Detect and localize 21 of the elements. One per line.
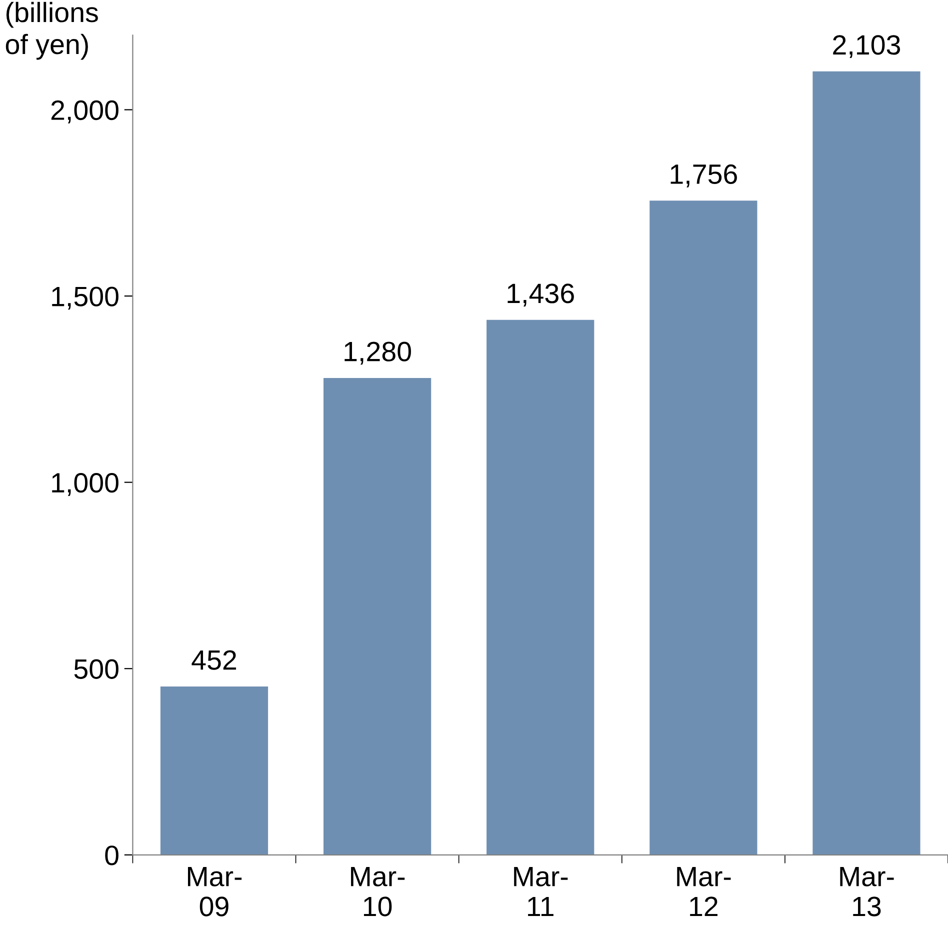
bar: [323, 378, 432, 855]
y-axis-title: (billions of yen): [6, 2, 98, 60]
data-label: 1,756: [670, 164, 737, 188]
y-tick-label: 2,000: [51, 100, 118, 124]
x-tick-label: Mar- 11: [514, 867, 568, 916]
bar: [486, 320, 594, 855]
x-tick-label: Mar- 09: [188, 867, 242, 916]
x-tick-label: Mar- 10: [351, 867, 405, 916]
y-tick-label: 1,500: [52, 286, 118, 310]
data-label: 1,436: [508, 284, 574, 307]
bar: [812, 71, 920, 855]
y-tick-label: 0: [105, 846, 118, 866]
x-tick-label: Mar- 12: [677, 867, 731, 916]
bar: [160, 686, 268, 855]
data-label: 1,280: [344, 342, 411, 365]
y-tick-label: 1,000: [52, 472, 118, 496]
y-tick-label: 500: [74, 659, 118, 679]
data-label: 2,103: [833, 35, 900, 58]
x-tick-label: Mar- 13: [840, 867, 894, 916]
bar: [650, 200, 758, 855]
data-label: 452: [192, 650, 236, 670]
